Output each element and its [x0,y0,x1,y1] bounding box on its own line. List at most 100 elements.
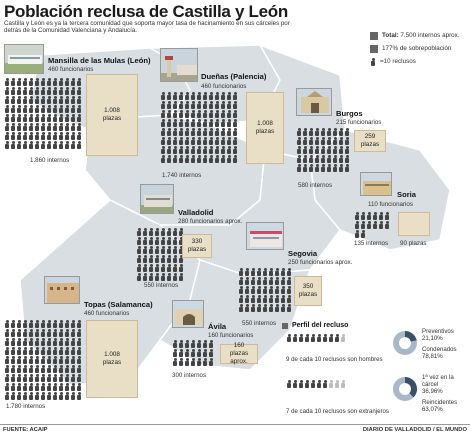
prison-photo [44,276,80,304]
person-icon [70,320,76,328]
person-icon [360,212,366,220]
building-icon [297,89,331,115]
person-icon [250,268,256,276]
person-icon [28,356,34,364]
capacity-value-palencia: 1.008 [257,120,273,127]
person-icon [4,132,10,140]
person-icon [320,155,326,163]
donut-record-slice [393,377,417,401]
donut1-a-label: Preventivos [422,328,454,335]
person-icon [154,237,160,245]
person-icon [22,374,28,382]
capacity-unit-palencia: plazas [255,128,275,135]
person-icon [70,141,76,149]
person-icon [16,392,22,400]
person-icon [184,155,190,163]
profile-panel: Perfil del recluso 9 de cada 10 reclusos… [282,322,468,422]
person-icon [166,146,172,154]
person-icon [46,338,52,346]
person-icon [142,255,148,263]
donut2-b-value: 63,07% [422,406,443,413]
capacity-value-salamanca: 1.008 [104,351,120,358]
person-icon [16,383,22,391]
person-icon [10,105,16,113]
person-icon [214,110,220,118]
people-grid-segovia [238,268,294,318]
person-icon [22,329,28,337]
person-icon [76,141,82,149]
person-icon [70,114,76,122]
prison-staff-segovia: 250 funcionarios aprox. [288,259,353,266]
person-icon [160,146,166,154]
person-icon [370,57,376,66]
person-icon [148,237,154,245]
person-icon [226,137,232,145]
person-icon [46,114,52,122]
person-icon [214,146,220,154]
donut2-a-label: 1ª vez en la cárcel [422,374,454,388]
person-icon [384,221,390,229]
person-icon [298,380,304,388]
people-row-men [286,334,396,352]
person-icon [250,277,256,285]
person-icon [70,383,76,391]
person-icon [320,137,326,145]
person-icon [46,87,52,95]
person-icon [10,329,16,337]
person-icon [4,123,10,131]
profile-title: Perfil del recluso [292,322,349,329]
prison-staff-salamanca: 460 funcionarios [84,310,130,317]
person-icon [4,356,10,364]
person-icon [178,92,184,100]
person-icon [136,237,142,245]
person-icon [52,78,58,86]
person-icon [16,338,22,346]
person-icon [160,264,166,272]
person-icon [360,230,366,238]
person-icon [256,277,262,285]
prison-staff-palencia: 460 funcionarios [201,83,247,90]
person-icon [40,123,46,131]
person-icon [46,356,52,364]
person-icon [10,123,16,131]
person-icon [52,105,58,113]
person-icon [160,273,166,281]
person-icon [202,340,208,348]
person-icon [28,141,34,149]
person-icon [10,114,16,122]
person-icon [190,119,196,127]
capacity-unit-leon: plazas [102,115,122,122]
person-icon [4,338,10,346]
prison-name-leon: Mansilla de las Mulas (León) [48,56,151,65]
person-icon [16,78,22,86]
person-icon [10,96,16,104]
person-icon [226,110,232,118]
inmates-salamanca: 1.780 internos [6,403,46,410]
person-icon [76,320,82,328]
person-icon [354,230,360,238]
person-icon [340,334,346,342]
person-icon [304,380,310,388]
person-icon [190,137,196,145]
person-icon [166,128,172,136]
person-icon [286,304,292,312]
person-icon [76,338,82,346]
person-icon [172,264,178,272]
person-icon [196,92,202,100]
capacity-value-valladolid: 330 [191,238,203,245]
person-icon [58,132,64,140]
person-icon [52,132,58,140]
person-icon [344,146,350,154]
person-icon [46,132,52,140]
person-icon [268,295,274,303]
person-icon [184,146,190,154]
person-icon [76,87,82,95]
capacity-unit-segovia: plazas [298,291,318,298]
person-icon [136,246,142,254]
person-icon [34,96,40,104]
capacity-value-leon: 1.008 [104,107,120,114]
person-icon [142,228,148,236]
person-icon [166,101,172,109]
person-icon [28,383,34,391]
person-icon [196,137,202,145]
